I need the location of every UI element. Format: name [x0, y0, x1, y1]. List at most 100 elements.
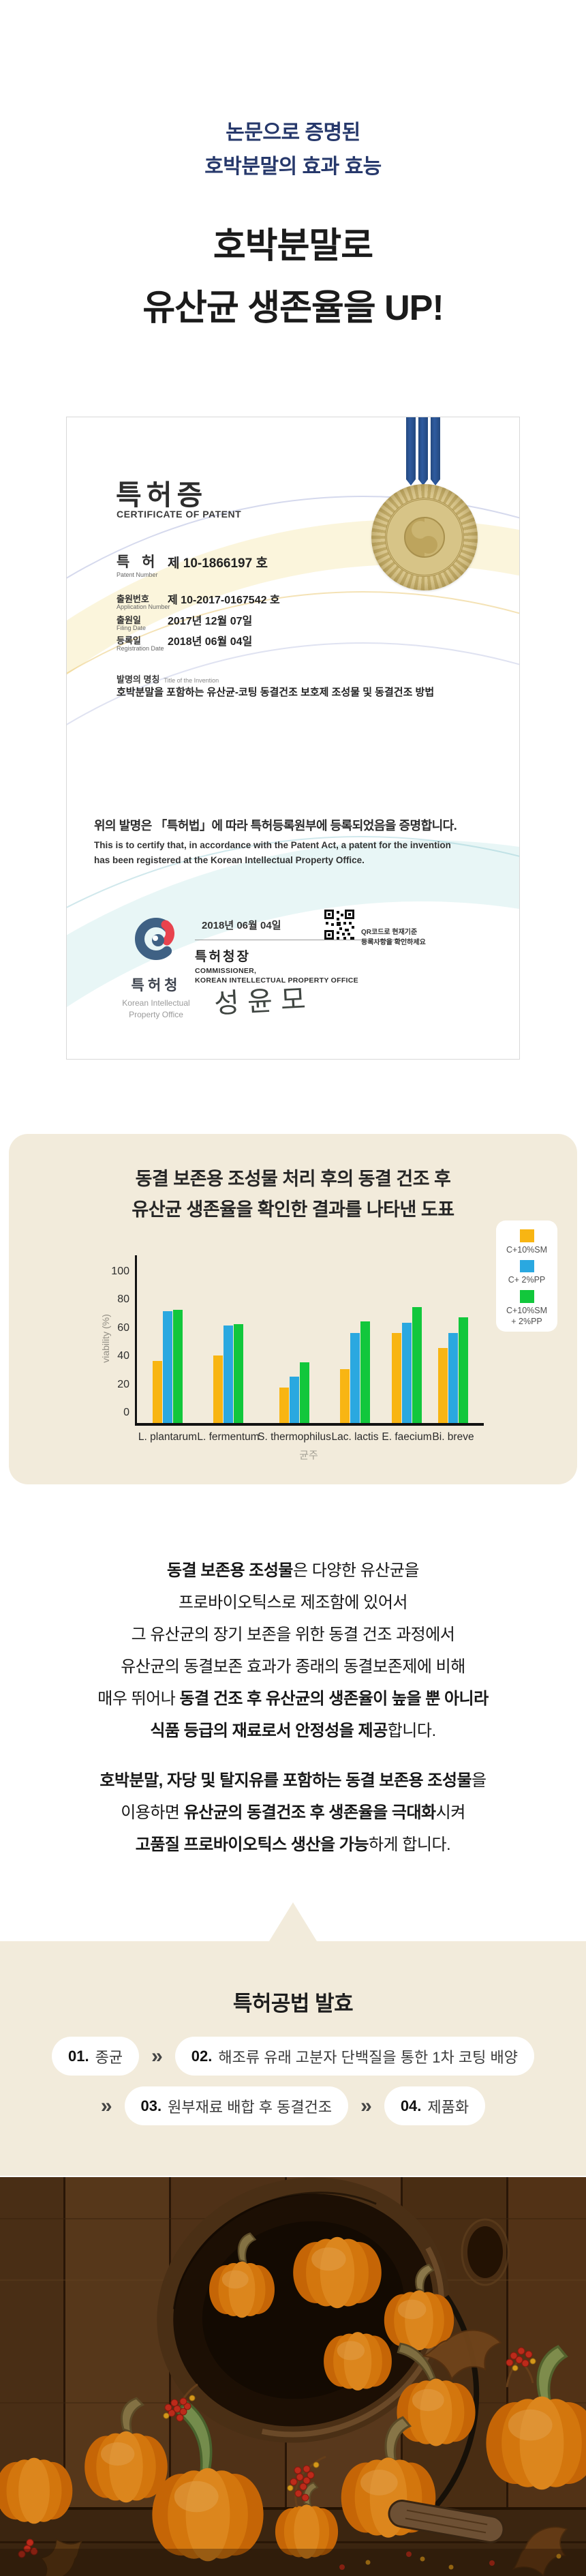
qr-code-icon [324, 910, 354, 940]
invention-label: 발명의 명칭 Title of the Invention [117, 672, 219, 685]
process-section: 특허공법 발효 01. 종균 » 02. 해조류 유래 고분자 단백질을 통한 … [0, 1902, 586, 2176]
step-label: 원부재료 배합 후 동결건조 [168, 2098, 333, 2116]
chart-panel: 동결 보존용 조성물 처리 후의 동결 건조 후 유산균 생존율을 확인한 결과… [9, 1134, 577, 1484]
chevron-separator-icon: » [151, 2044, 163, 2067]
certify-statement-en-line1: This is to certify that, in accordance w… [94, 840, 451, 850]
legend-swatch-green [519, 1290, 534, 1304]
hero-subtitle-line1: 논문으로 증명된 [226, 121, 360, 144]
qr-note-line2: 등록사항을 확인하세요 [361, 939, 426, 946]
process-steps-row1: 01. 종균 » 02. 해조류 유래 고분자 단백질을 통한 1차 코팅 배양 [0, 2037, 586, 2076]
ribbon-icon [406, 417, 440, 485]
kipo-logo-icon [135, 918, 177, 960]
qr-note: QR코드로 현재기준 등록사항을 확인하세요 [361, 927, 426, 948]
kipo-logo-ko: 특허청 [131, 978, 181, 993]
registration-date: 2018년 06월 04일 [168, 636, 253, 648]
chart-title: 동결 보존용 조성물 처리 후의 동결 건조 후 유산균 생존율을 확인한 결과… [9, 1164, 577, 1225]
bar-series2-L. fermentum [223, 1326, 233, 1423]
page-title-line2: 유산균 생존율을 UP! [142, 288, 444, 328]
y-tick-100: 100 [111, 1265, 129, 1277]
filing-date: 2017년 12월 07일 [168, 616, 253, 627]
patent-label-en: Patent Number [117, 571, 158, 578]
legend-swatch-blue [519, 1259, 534, 1273]
legend-label-3: C+10%SM + 2%PP [506, 1306, 548, 1327]
qr-note-line1: QR코드로 현재기준 [361, 929, 418, 936]
step-label: 해조류 유래 고분자 단백질을 통한 1차 코팅 배양 [218, 2048, 518, 2066]
chart-title-line1: 동결 보존용 조성물 처리 후의 동결 건조 후 [135, 1169, 451, 1189]
step-label: 종균 [95, 2048, 123, 2066]
x-axis [135, 1423, 484, 1426]
kipo-logo: 특허청 Korean Intellectual Property Office [98, 915, 214, 1021]
bar-series2-Bi. breve [448, 1333, 458, 1423]
bar-series2-S. thermophilus [290, 1377, 299, 1423]
step-label: 제품화 [427, 2098, 469, 2116]
certificate-title: 특허증 [116, 479, 208, 511]
process-steps-row2: » 03. 원부재료 배합 후 동결건조 » 04. 제품화 [0, 2086, 586, 2125]
bar-series2-E. faecium [402, 1323, 412, 1423]
invention-label-en: Title of the Invention [164, 677, 219, 684]
bar-series3-S. thermophilus [300, 1362, 309, 1423]
application-label: 출원번호 [117, 594, 149, 604]
x-category-label: E. faecium [382, 1431, 432, 1443]
process-title: 특허공법 발효 [232, 1992, 354, 2016]
hero-subtitle-line2: 호박분말의 효과 효능 [204, 155, 382, 178]
bar-series1-L. fermentum [213, 1356, 223, 1423]
certify-statement-en-line2: has been registered at the Korean Intell… [94, 855, 365, 865]
kipo-logo-en1: Korean Intellectual [122, 998, 190, 1008]
gold-seal-icon [371, 484, 478, 590]
x-axis-label: 균주 [299, 1450, 318, 1461]
patent-certificate: 특허증 CERTIFICATE OF PATENT 특 허 Patent Num… [66, 417, 520, 1060]
step-number: 03. [140, 2097, 162, 2114]
y-tick-20: 20 [117, 1378, 129, 1390]
section-notch [269, 1902, 317, 1941]
commissioner-title: 특허청장 [195, 950, 251, 964]
bar-series1-S. thermophilus [279, 1388, 289, 1423]
x-category-label: Bi. breve [432, 1431, 474, 1443]
x-category-label: S. thermophilus [258, 1431, 331, 1443]
filing-label: 출원일 [117, 615, 141, 625]
bar-series2-Lac. lactis [350, 1333, 360, 1423]
certify-statement-en: This is to certify that, in accordance w… [94, 838, 503, 868]
filing-label-en: Filing Date [117, 625, 146, 631]
y-axis [135, 1255, 137, 1426]
kipo-logo-en2: Property Office [129, 1010, 183, 1019]
y-tick-80: 80 [117, 1293, 129, 1306]
pumpkin-photo [0, 2177, 586, 2576]
bar-series2-L. plantarum [163, 1311, 172, 1423]
bar-series3-Bi. breve [459, 1317, 468, 1423]
chart-title-line2: 유산균 생존율을 확인한 결과를 나타낸 도표 [132, 1199, 454, 1220]
description-paragraph-2: 호박분말, 자당 및 탈지유를 포함하는 동결 보존용 조성물을 이용하면 유산균… [99, 1771, 487, 1854]
y-tick-40: 40 [117, 1350, 129, 1362]
certify-statement-ko: 위의 발명은 「특허법」에 따라 특허등록원부에 등록되었음을 증명합니다. [94, 819, 457, 833]
step-pill-1: 01. 종균 [52, 2037, 140, 2076]
x-category-label: L. plantarum [138, 1431, 198, 1443]
page-title: 호박분말로 유산균 생존율을 UP! [0, 215, 586, 340]
step-pill-4: 04. 제품화 [384, 2086, 486, 2125]
step-number: 02. [191, 2047, 213, 2065]
description-paragraph-1: 동결 보존용 조성물은 다양한 유산균을 프로바이오틱스로 제조함에 있어서 그 유… [97, 1561, 489, 1740]
kipo-logo-en: Korean Intellectual Property Office [98, 998, 214, 1021]
application-number: 제 10-2017-0167542 호 [168, 595, 280, 606]
y-tick-0: 0 [123, 1407, 129, 1418]
step-number: 04. [400, 2097, 422, 2114]
registration-label-en: Registration Date [117, 645, 164, 652]
bar-series3-E. faecium [412, 1307, 422, 1423]
registration-label: 등록일 [117, 635, 141, 646]
step-number: 01. [68, 2047, 89, 2065]
hero-subtitle: 논문으로 증명된 호박분말의 효과 효능 [0, 116, 586, 184]
bar-series3-L. fermentum [234, 1324, 243, 1423]
chart-legend: C+10%SM C+ 2%PP C+10%SM + 2%PP [496, 1220, 557, 1332]
patent-number: 제 10-1866197 호 [168, 556, 268, 571]
invention-title: 호박분말을 포함하는 유산균-코팅 동결건조 보호제 조성물 및 동결건조 방법 [117, 687, 435, 698]
step-pill-2: 02. 해조류 유래 고분자 단백질을 통한 1차 코팅 배양 [174, 2037, 534, 2076]
step-pill-3: 03. 원부재료 배합 후 동결건조 [124, 2086, 349, 2125]
invention-label-ko: 발명의 명칭 [117, 674, 160, 685]
x-category-label: Lac. lactis [331, 1431, 379, 1443]
chevron-separator-icon: » [360, 2094, 372, 2117]
issue-date: 2018년 06월 04일 [202, 920, 281, 931]
bar-series3-L. plantarum [173, 1310, 183, 1423]
bar-chart: 균주 viability (%) 0 20 40 60 80 100 L. plantaru… [9, 1134, 577, 1484]
x-category-label: L. fermentum [197, 1431, 260, 1443]
bar-series3-Lac. lactis [360, 1321, 370, 1423]
bar-series1-Bi. breve [438, 1348, 448, 1423]
